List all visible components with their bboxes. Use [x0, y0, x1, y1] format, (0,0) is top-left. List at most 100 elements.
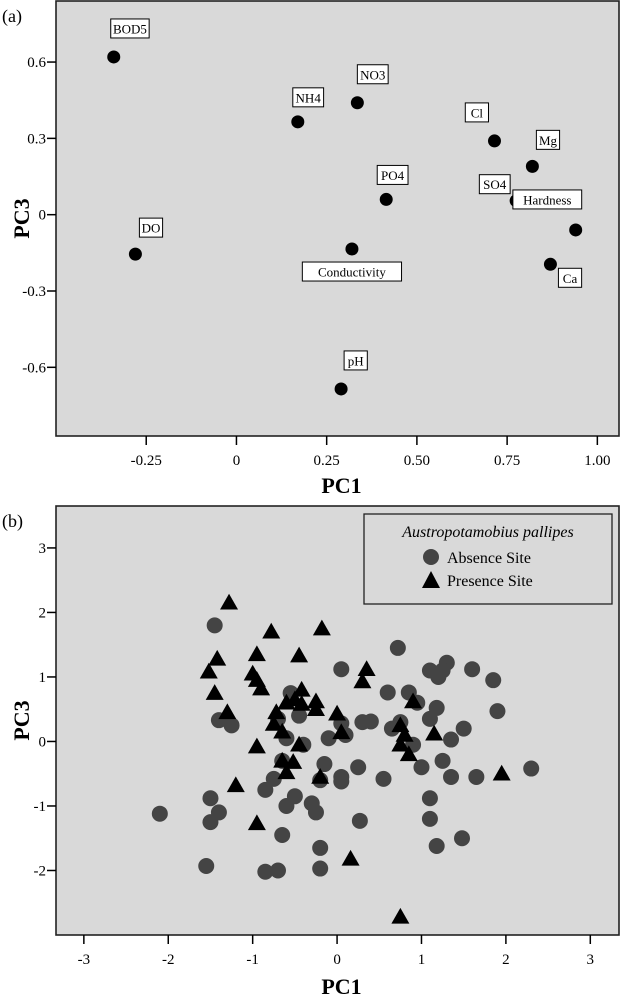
presence-site-point — [391, 907, 410, 924]
presence-site-point — [353, 672, 372, 689]
point-label: PO4 — [381, 168, 405, 183]
x-tick-label: 1 — [418, 952, 426, 968]
y-tick-label: -0.6 — [22, 360, 46, 376]
absence-site-point — [375, 770, 392, 787]
point-label-box — [535, 129, 561, 150]
point-label: SO4 — [483, 177, 507, 192]
point-label: DO — [142, 221, 161, 236]
data-point-bod5 — [107, 50, 121, 64]
absence-site-point — [421, 790, 438, 807]
absence-site-point — [291, 707, 308, 724]
point-label-box — [292, 87, 325, 108]
presence-site-point — [312, 619, 331, 636]
absence-site-point — [223, 717, 240, 734]
presence-site-point — [267, 703, 286, 720]
absence-site-point — [265, 770, 282, 787]
data-point-conductivity — [345, 242, 359, 256]
y-tick-label: 0 — [39, 734, 47, 750]
presence-site-point — [425, 724, 444, 741]
data-point-nh4 — [291, 115, 305, 129]
absence-site-point — [206, 617, 223, 634]
legend-triangle-icon — [422, 571, 440, 588]
presence-site-point — [492, 764, 511, 781]
x-tick-label: -0.25 — [131, 453, 162, 469]
point-label-box — [464, 102, 489, 123]
point-label-box — [376, 164, 409, 185]
presence-site-point — [247, 814, 266, 831]
data-point-cl — [487, 134, 501, 148]
absence-site-point — [257, 863, 274, 880]
y-tick-label: -1 — [34, 799, 47, 815]
x-tick-label: 0 — [233, 453, 241, 469]
absence-site-point — [464, 661, 481, 678]
presence-site-point — [290, 646, 309, 663]
legend-box — [363, 513, 613, 605]
presence-site-point — [290, 735, 309, 752]
presence-site-point — [247, 737, 266, 754]
absence-site-point — [198, 857, 215, 874]
data-point-hardness — [569, 223, 583, 237]
presence-site-point — [404, 692, 423, 709]
legend-title: Austropotamobius pallipes — [401, 524, 573, 541]
point-label-box — [110, 18, 150, 39]
point-label: NO3 — [360, 67, 385, 82]
absence-site-point — [443, 731, 460, 748]
presence-site-point — [226, 776, 245, 793]
absence-site-point — [455, 720, 472, 737]
point-label: Ca — [563, 271, 578, 286]
absence-site-point — [274, 827, 291, 844]
presence-site-point — [220, 593, 239, 610]
panel-b-pc1-pc3-scores: (b) -3 -2 -1 0 1 2 3 3 2 1 0 -1 -2 PC1 PC3 Austropotamob… — [2, 505, 620, 999]
absence-site-point — [307, 804, 324, 821]
absence-site-point — [454, 830, 471, 847]
y-tick-label: 0 — [39, 208, 47, 224]
absence-site-point — [389, 639, 406, 656]
absence-site-point — [428, 837, 445, 854]
absence-site-point — [312, 839, 329, 856]
absence-site-point — [434, 662, 451, 679]
x-tick-label: -2 — [162, 952, 175, 968]
absence-site-point — [316, 756, 333, 773]
y-tick-label: -0.3 — [22, 284, 46, 300]
absence-site-point — [468, 768, 485, 785]
y-tick-label: 3 — [39, 541, 47, 557]
absence-site-point — [443, 768, 460, 785]
presence-site-point — [273, 751, 292, 768]
x-tick-label: -1 — [246, 952, 259, 968]
y-tick-label: 2 — [39, 605, 47, 621]
y-axis-title: PC3 — [9, 700, 34, 740]
absence-site-point — [333, 773, 350, 790]
legend-entry-label: Absence Site — [447, 550, 531, 567]
absence-site-point — [428, 699, 445, 716]
absence-site-point — [257, 781, 274, 798]
panel-a-pc1-pc3-loadings: (a) -0.25 0 0.25 0.50 0.75 1.00 0.6 0.3 0 -0.3 -0.6… — [2, 0, 620, 498]
legend-circle-icon — [423, 549, 439, 565]
presence-site-point — [395, 726, 414, 742]
absence-site-point — [320, 730, 337, 747]
y-tick-label: 0.6 — [27, 55, 46, 71]
presence-site-point — [218, 703, 237, 720]
point-label: Hardness — [523, 192, 571, 207]
absence-site-point — [202, 814, 219, 831]
presence-site-point — [208, 649, 227, 666]
presence-site-point — [328, 704, 347, 721]
data-point-no3 — [350, 96, 364, 110]
presence-site-point — [292, 680, 311, 697]
x-tick-label: 3 — [587, 952, 595, 968]
absence-site-point — [523, 760, 540, 777]
point-label: BOD5 — [113, 21, 147, 36]
presence-site-point — [292, 695, 311, 711]
presence-site-point — [199, 662, 218, 679]
data-point-mg — [525, 159, 539, 173]
absence-site-point — [351, 812, 368, 829]
legend: Austropotamobius pallipes Absence Site Pre… — [363, 513, 613, 605]
panel-label: (b) — [2, 511, 23, 532]
x-tick-label: 1.00 — [584, 453, 610, 469]
x-tick-label: 0.25 — [314, 453, 340, 469]
point-label-box — [512, 189, 583, 210]
x-tick-label: 2 — [502, 952, 510, 968]
absence-site-point — [434, 752, 451, 769]
y-tick-label: 0.3 — [27, 131, 46, 147]
presence-site-point — [311, 767, 330, 784]
